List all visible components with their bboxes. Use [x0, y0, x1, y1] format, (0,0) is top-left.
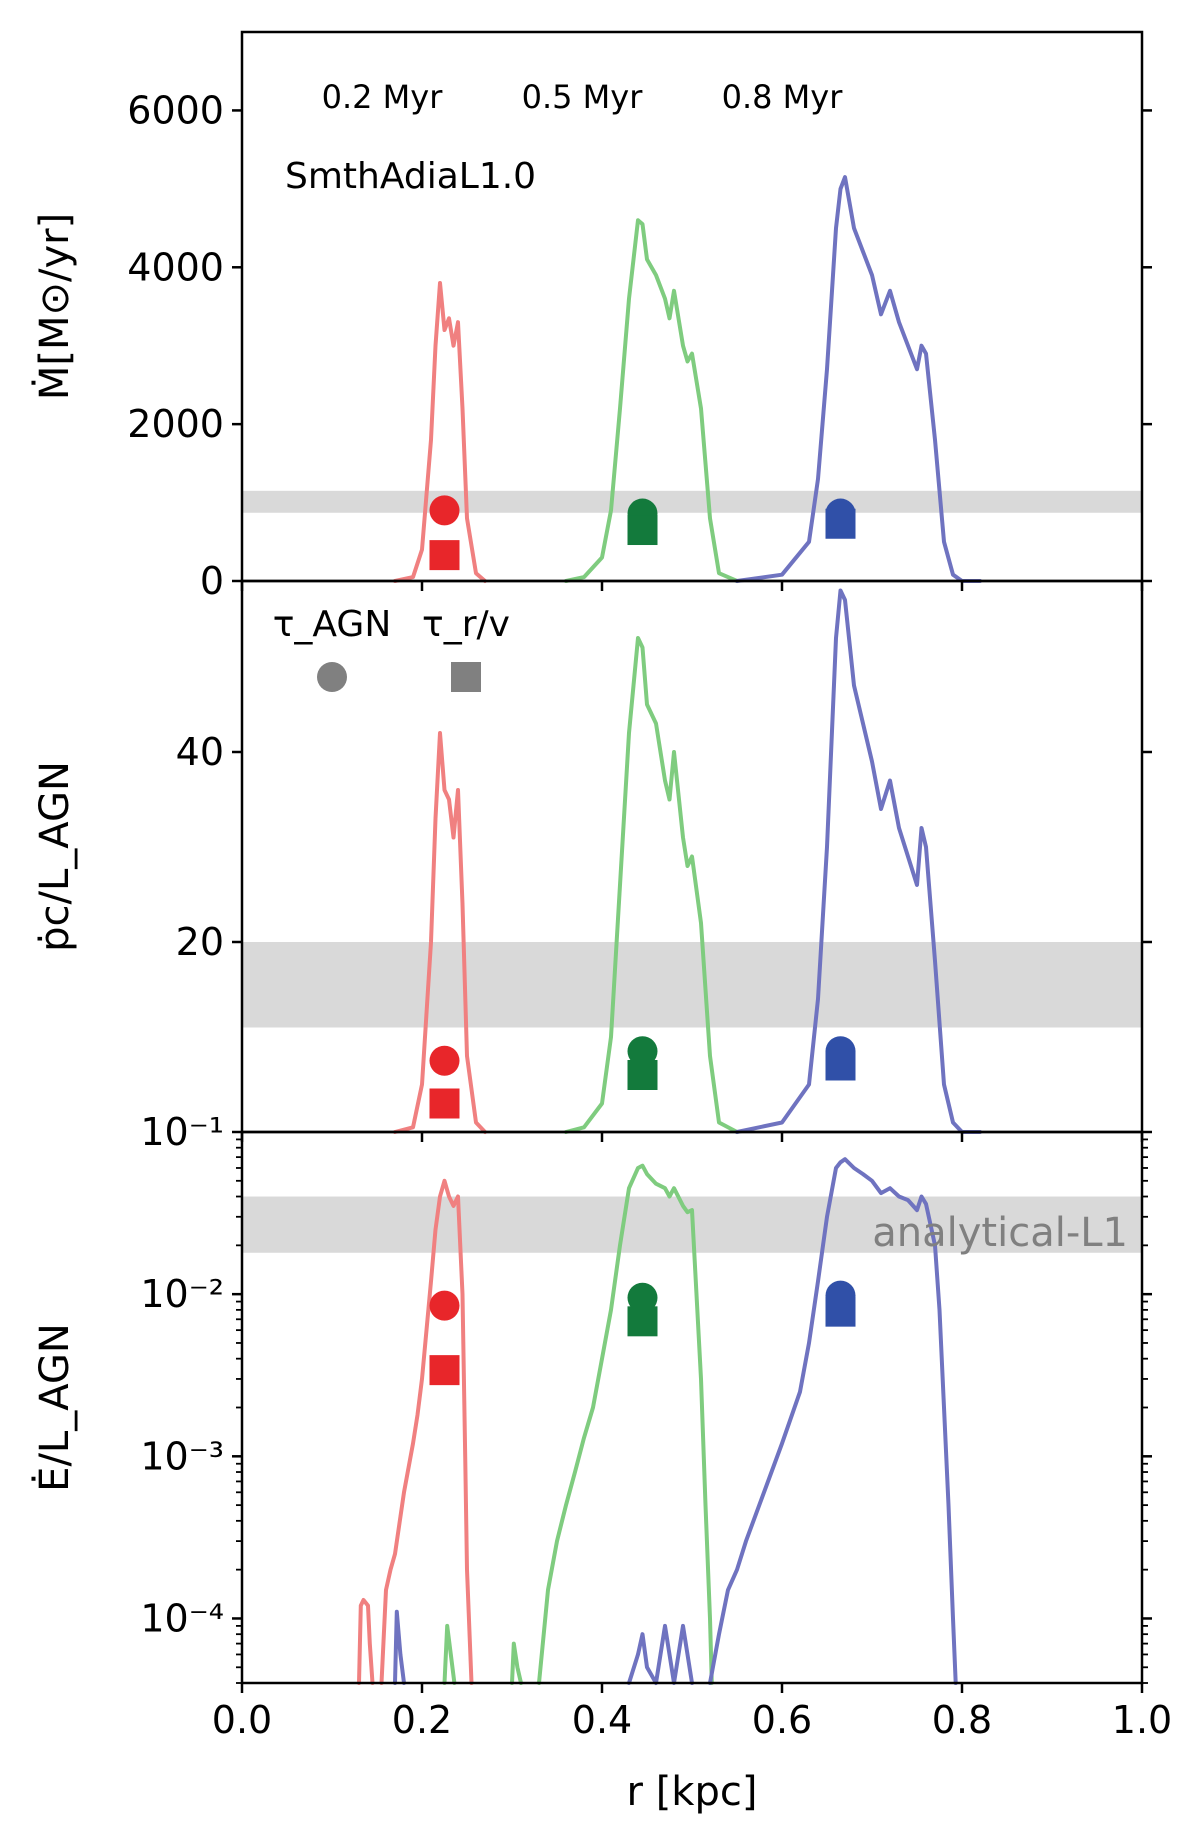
bottom-series-1-line-seg0 [442, 1623, 457, 1685]
bottom-ytick-label: 10⁻⁴ [140, 1596, 224, 1640]
time-label: 0.2 Myr [322, 78, 444, 116]
time-label: 0.8 Myr [722, 78, 844, 116]
x-tick-label: 0.6 [752, 1698, 812, 1742]
middle-ytick-label: 20 [176, 920, 224, 964]
x-tick-label: 1.0 [1112, 1698, 1172, 1742]
legend-square-marker [451, 662, 481, 692]
bottom-marker-square-1 [429, 1355, 460, 1386]
legend-circle-marker [317, 662, 347, 692]
top-series-2-line [735, 175, 982, 583]
bottom-series-1-line-seg1 [510, 1641, 523, 1685]
run-label: SmthAdiaL1.0 [285, 156, 536, 197]
top-ytick-label: 4000 [127, 245, 224, 289]
bottom-series-2-line-seg2 [708, 1157, 958, 1685]
legend-label-tau-rv: τ_r/v [422, 604, 510, 645]
middle-y-axis-label: ṗc/L_AGN [32, 761, 78, 952]
top-marker-square-5 [825, 508, 856, 539]
bottom-series-0-line-seg1 [379, 1178, 474, 1685]
bottom-series-2-line-seg1 [627, 1623, 694, 1685]
bottom-ytick-label: 10⁻² [140, 1272, 224, 1316]
bottom-marker-circle-2 [627, 1282, 658, 1313]
top-series-0-line [393, 281, 487, 583]
middle-marker-circle-0 [429, 1045, 460, 1076]
bottom-marker-square-3 [627, 1306, 658, 1337]
middle-ytick-label: 40 [176, 730, 224, 774]
band-label-analytical: analytical-L1 [872, 1210, 1128, 1256]
x-tick-label: 0.0 [212, 1698, 272, 1742]
bottom-ytick-label: 10⁻¹ [140, 1110, 224, 1154]
middle-marker-square-3 [627, 1060, 658, 1090]
middle-marker-square-5 [825, 1050, 856, 1081]
markers-layer [317, 495, 856, 1386]
middle-series-0-line [393, 731, 487, 1134]
x-axis-label: r [kpc] [627, 1769, 758, 1815]
time-label: 0.5 Myr [522, 78, 644, 116]
middle-marker-circle-2 [627, 1036, 658, 1067]
curves-layer [357, 175, 982, 1685]
top-marker-square-1 [429, 540, 460, 571]
axes-layer [232, 30, 1152, 1693]
x-tick-label: 0.2 [392, 1698, 452, 1742]
top-marker-square-3 [627, 515, 658, 546]
top-ytick-label: 0 [200, 559, 224, 603]
x-tick-label: 0.8 [932, 1698, 992, 1742]
bottom-marker-circle-0 [429, 1290, 460, 1321]
middle-reference-band [242, 942, 1142, 1028]
legend-label-tau-agn: τ_AGN [273, 604, 392, 645]
top-ytick-label: 2000 [127, 402, 224, 446]
bottom-series-0-line-seg0 [357, 1598, 375, 1685]
text-layer: 0 2000 4000 6000 Ṁ[M⊙/yr] 20 40 ṗc/L_AGN 10⁻⁴ 10⁻… [30, 78, 1172, 1815]
x-tick-label: 0.4 [572, 1698, 632, 1742]
bottom-series-2-line-seg0 [393, 1609, 406, 1685]
top-series-1-line [564, 218, 739, 583]
bottom-y-axis-label: Ė/L_AGN [30, 1323, 78, 1492]
top-y-axis-label: Ṁ[M⊙/yr] [30, 213, 78, 400]
bottom-ytick-label: 10⁻³ [140, 1434, 224, 1478]
top-marker-circle-0 [429, 495, 460, 526]
bottom-marker-square-5 [825, 1296, 856, 1327]
middle-series-1-line [564, 636, 739, 1134]
middle-marker-square-1 [429, 1088, 460, 1119]
middle-series-2-line [735, 588, 982, 1134]
top-ytick-label: 6000 [127, 88, 224, 132]
bottom-series-1-line-seg2 [537, 1163, 714, 1685]
top-reference-band [242, 490, 1142, 513]
